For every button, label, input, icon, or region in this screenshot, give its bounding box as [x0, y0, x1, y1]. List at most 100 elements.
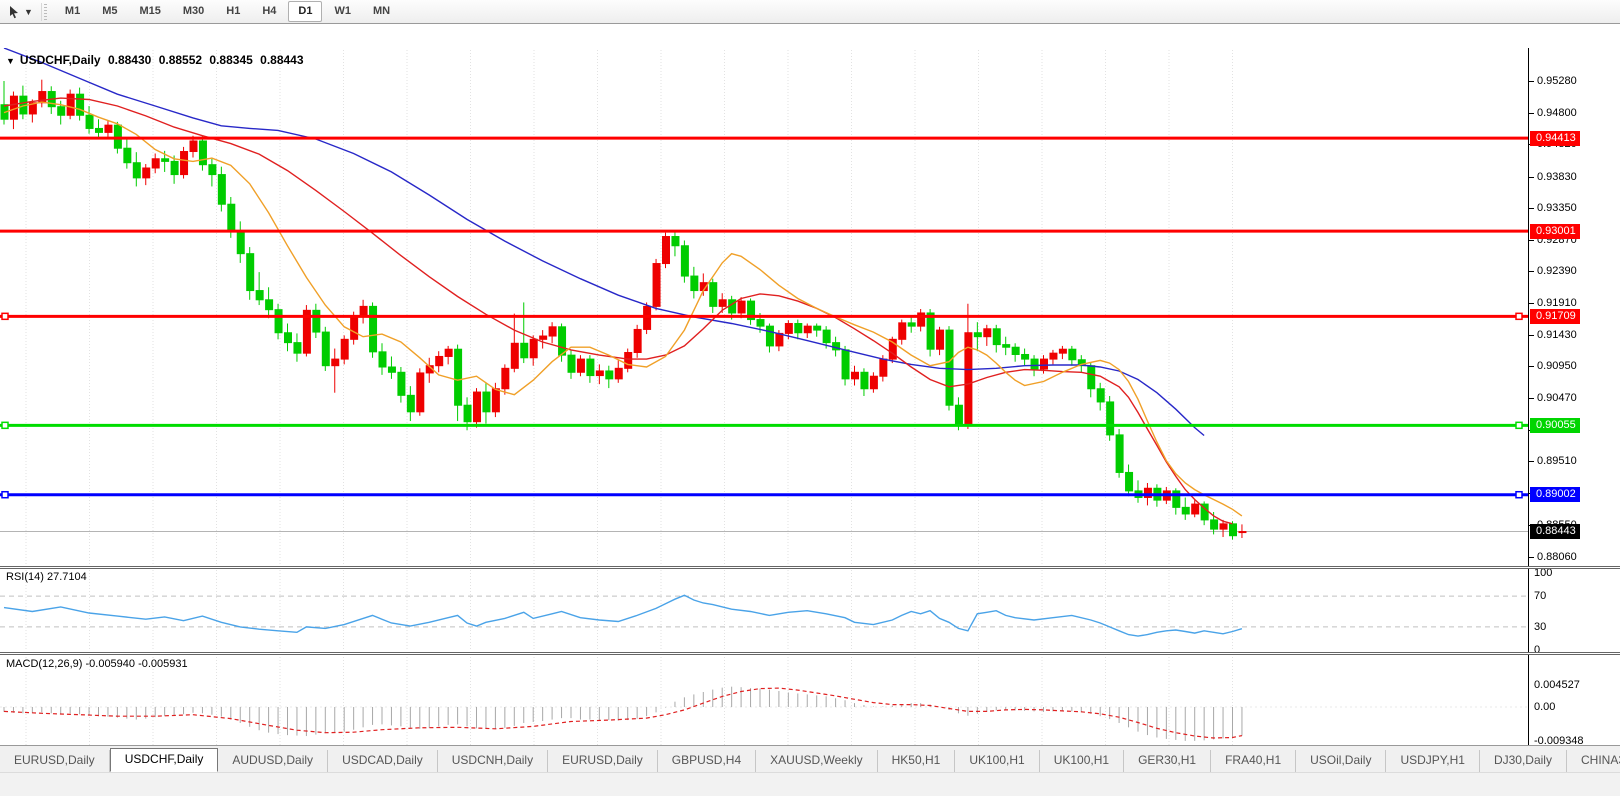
candle-body: [321, 331, 330, 367]
price-tick-label: 0.93830: [1537, 170, 1577, 183]
candle-body: [66, 93, 75, 116]
chart-tab-uk100[interactable]: UK100,H1: [955, 750, 1040, 772]
collapse-indicator-icon[interactable]: ▼: [6, 56, 15, 66]
level-handle[interactable]: [1515, 312, 1523, 321]
candle-body: [1068, 348, 1077, 361]
price-tick-label: 0.88060: [1537, 550, 1577, 563]
candle-body: [671, 236, 680, 247]
panel-divider[interactable]: [0, 652, 1620, 655]
price-level-badge: 0.90055: [1530, 417, 1580, 433]
chart-tab-eurusd[interactable]: EURUSD,Daily: [548, 750, 658, 772]
price-tick-mark: [1529, 556, 1534, 558]
candle-body: [605, 370, 614, 380]
chart-tab-china300[interactable]: CHINA300,H1: [1567, 750, 1620, 772]
chart-tab-usdcad[interactable]: USDCAD,Daily: [328, 750, 438, 772]
level-handle[interactable]: [1515, 421, 1523, 430]
candle-body: [369, 305, 378, 353]
candle-body: [208, 164, 217, 176]
timeframe-button-h4[interactable]: H4: [262, 5, 277, 17]
candle-body: [1096, 388, 1105, 403]
candle-body: [737, 300, 746, 314]
candle-body: [624, 352, 633, 369]
level-handle[interactable]: [1, 421, 9, 430]
level-handle[interactable]: [1, 312, 9, 321]
candle-body: [794, 323, 803, 334]
candle-body: [161, 158, 170, 162]
rsi-tick-label: 0: [1534, 644, 1541, 656]
cursor-arrow-icon: [10, 5, 18, 18]
price-tick-label: 0.90950: [1537, 360, 1577, 373]
chart-tab-fra40[interactable]: FRA40,H1: [1211, 750, 1297, 772]
candle-body: [359, 305, 368, 317]
price-tick-label: 0.89510: [1537, 455, 1577, 468]
candle-body: [104, 124, 113, 133]
panel-divider[interactable]: [0, 566, 1620, 569]
chart-tab-hk50[interactable]: HK50,H1: [878, 750, 956, 772]
chart-tab-usoil[interactable]: USOil,Daily: [1296, 750, 1387, 772]
candle-body: [123, 147, 132, 164]
candle-body: [397, 371, 406, 396]
level-handle[interactable]: [1515, 490, 1523, 499]
cursor-tool-icon[interactable]: [4, 2, 24, 22]
timeframe-button-mn[interactable]: MN: [372, 5, 391, 17]
timeframe-button-m5[interactable]: M5: [102, 5, 118, 17]
rsi-line: [3, 594, 1243, 637]
chart-tab-usdjpy[interactable]: USDJPY,H1: [1386, 750, 1480, 772]
toolbar-grip-handle[interactable]: [40, 2, 48, 21]
candle-body: [926, 312, 935, 350]
timeframe-button-m15[interactable]: M15: [139, 5, 161, 17]
candle-body: [747, 300, 756, 321]
price-tick-label: 0.91430: [1537, 328, 1577, 341]
macd-panel[interactable]: [0, 655, 1528, 753]
rsi-tick-label: 70: [1534, 590, 1547, 603]
candle-body: [435, 355, 444, 367]
rsi-tick-label: 100: [1534, 567, 1553, 579]
high-value: 0.88552: [158, 53, 203, 67]
candle-body: [378, 351, 387, 368]
candle-body: [973, 332, 982, 338]
chart-tab-ger30[interactable]: GER30,H1: [1124, 750, 1212, 772]
timeframe-button-m30[interactable]: M30: [182, 5, 205, 17]
price-level-badge: 0.88443: [1530, 524, 1580, 540]
rsi-panel[interactable]: [0, 568, 1528, 653]
candle-body: [1021, 353, 1030, 360]
candle-body: [633, 328, 642, 354]
chart-tab-xauusd[interactable]: XAUUSD,Weekly: [756, 750, 878, 772]
timeframe-button-h1[interactable]: H1: [226, 5, 241, 17]
chart-window[interactable]: ▼ USDCHF,Daily 0.88430 0.88552 0.88345 0.…: [0, 24, 1620, 767]
candle-body: [312, 309, 321, 333]
chevron-down-icon[interactable]: ▼: [24, 6, 33, 17]
candle-body: [539, 335, 548, 340]
price-axis-line: [1528, 48, 1529, 754]
price-tick-mark: [1529, 461, 1534, 463]
level-handle[interactable]: [1, 490, 9, 499]
candle-body: [851, 371, 859, 380]
chart-tab-uk100[interactable]: UK100,H1: [1040, 750, 1125, 772]
chart-tab-gbpusd[interactable]: GBPUSD,H4: [658, 750, 757, 772]
chart-tab-usdcnh[interactable]: USDCNH,Daily: [438, 750, 549, 772]
candle-body: [406, 394, 415, 413]
candle-body: [350, 315, 359, 340]
candle-body: [265, 299, 274, 311]
chart-tab-bar: EURUSD,Daily USDCHF,Daily AUDUSD,Daily USDC…: [0, 745, 1620, 772]
main-price-panel[interactable]: [0, 48, 1528, 566]
price-level-badge: 0.91709: [1530, 308, 1580, 324]
candle-body: [57, 106, 66, 116]
timeframe-buttons: M1 M5 M15 M30 H1 H4 D1 W1 MN: [54, 1, 401, 22]
candle-body: [142, 167, 151, 179]
chart-tab-usdchf[interactable]: USDCHF,Daily: [109, 748, 219, 772]
timeframe-button-w1[interactable]: W1: [334, 5, 351, 17]
candle-body: [529, 338, 538, 359]
timeframe-button-m1[interactable]: M1: [64, 5, 81, 17]
chart-tab-audusd[interactable]: AUDUSD,Daily: [218, 750, 329, 772]
timeframe-button-d1[interactable]: D1: [288, 1, 323, 22]
chart-tab-dj30[interactable]: DJ30,Daily: [1480, 750, 1567, 772]
status-strip: [0, 772, 1620, 796]
chart-tab-eurusd[interactable]: EURUSD,Daily: [0, 750, 110, 772]
price-tick-label: 0.90470: [1537, 391, 1577, 404]
price-tick-mark: [1529, 303, 1534, 305]
candle-body: [416, 372, 425, 413]
candle-body: [331, 358, 340, 367]
macd-tick-label: -0.009348: [1534, 735, 1584, 747]
